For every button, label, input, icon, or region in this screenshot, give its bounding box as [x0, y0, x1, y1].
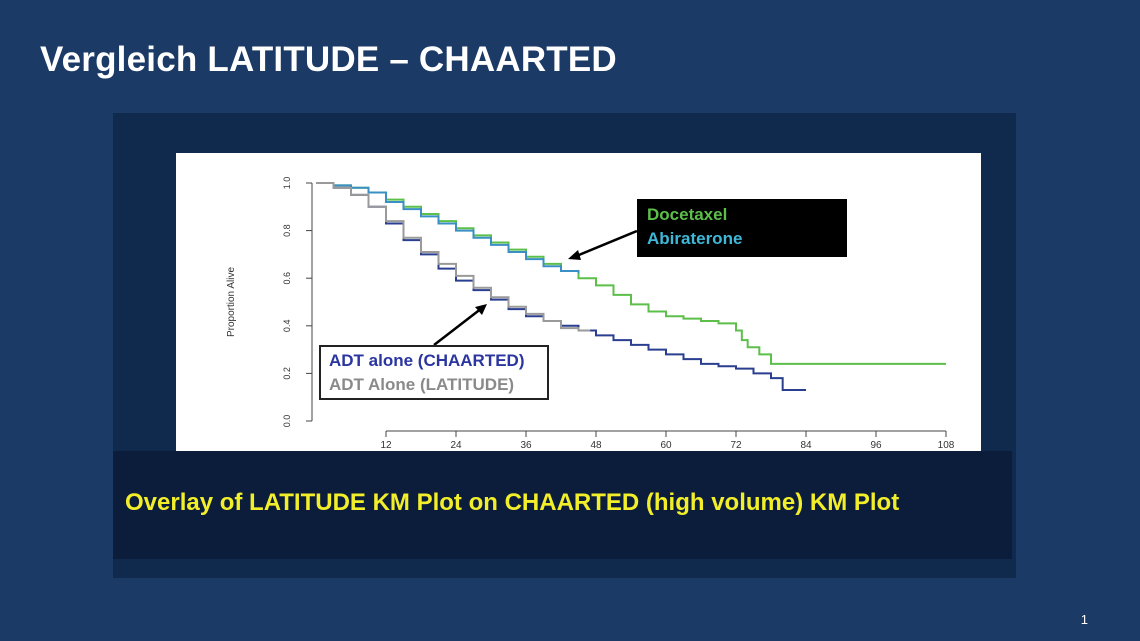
y-tick-label: 1.0: [282, 177, 292, 190]
figure-caption: Overlay of LATITUDE KM Plot on CHAARTED …: [125, 489, 900, 516]
arrow-to-treatment-curves: [573, 229, 638, 259]
km-curve-adt-alone-latitude: [316, 182, 591, 332]
arrow-to-adt-curves: [433, 307, 483, 346]
y-axis-label: Proportion Alive: [226, 267, 237, 337]
page-number: 1: [1080, 612, 1088, 627]
arrow-head-adt: [475, 304, 487, 315]
km-plot: 0.0 0.2 0.4 0.6 0.8 1.0 Proportion Alive 12 24 36…: [226, 177, 955, 451]
x-tick-label: 96: [870, 440, 882, 451]
y-tick-label: 0.0: [282, 415, 292, 428]
x-tick-label: 24: [450, 440, 462, 451]
x-tick-label: 48: [590, 440, 602, 451]
legend-treatment: Docetaxel Abiraterone: [637, 199, 847, 257]
y-tick-label: 0.6: [282, 272, 292, 285]
slide-title: Vergleich LATITUDE – CHAARTED: [40, 40, 617, 79]
legend-adt-latitude: ADT Alone (LATITUDE): [329, 375, 515, 394]
x-tick-label: 84: [800, 440, 812, 451]
y-tick-label: 0.4: [282, 320, 292, 333]
y-tick-label: 0.8: [282, 224, 292, 237]
x-tick-label: 60: [660, 440, 672, 451]
arrow-head-treatment: [568, 250, 581, 260]
y-tick-label: 0.2: [282, 367, 292, 380]
x-tick-label: 108: [938, 440, 955, 451]
legend-adt-chaarted: ADT alone (CHAARTED): [329, 351, 525, 370]
x-tick-label: 72: [730, 440, 742, 451]
legend-adt: ADT alone (CHAARTED) ADT Alone (LATITUDE…: [319, 345, 549, 400]
legend-abiraterone: Abiraterone: [647, 229, 743, 248]
caption-bar: Overlay of LATITUDE KM Plot on CHAARTED …: [113, 451, 1012, 559]
figure-panel: 0.0 0.2 0.4 0.6 0.8 1.0 Proportion Alive 12 24 36…: [113, 113, 1016, 578]
x-tick-label: 36: [520, 440, 532, 451]
km-plot-frame: 0.0 0.2 0.4 0.6 0.8 1.0 Proportion Alive 12 24 36…: [176, 153, 981, 451]
km-curve-abiraterone: [316, 182, 580, 274]
legend-docetaxel: Docetaxel: [647, 205, 728, 224]
x-tick-label: 12: [380, 440, 392, 451]
